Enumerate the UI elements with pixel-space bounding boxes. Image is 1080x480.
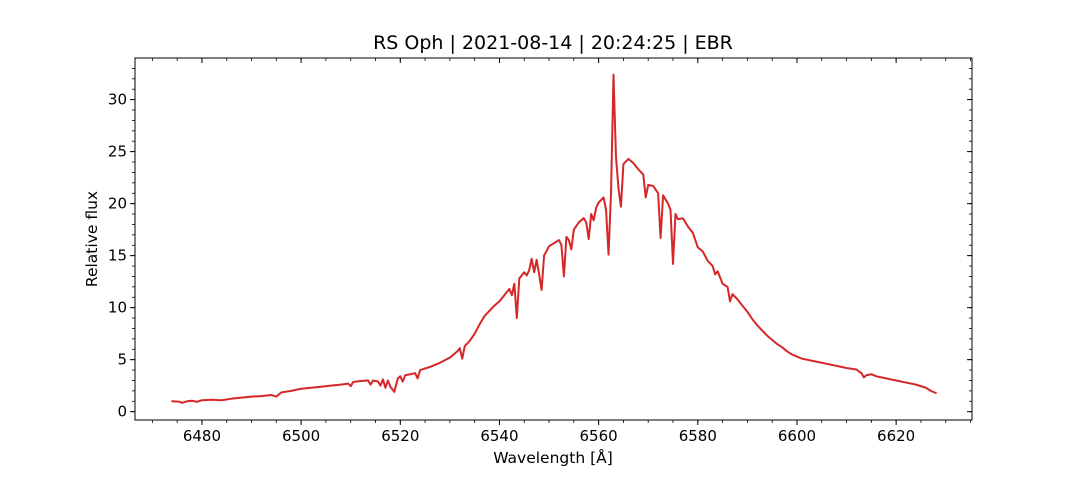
y-tick-label: 15: [108, 247, 127, 265]
x-tick-label: 6600: [778, 427, 816, 445]
x-tick-label: 6480: [183, 427, 221, 445]
x-tick-label: 6620: [877, 427, 915, 445]
x-axis-label: Wavelength [Å]: [493, 448, 613, 467]
plot-background: [135, 58, 972, 420]
y-tick-label: 20: [108, 195, 127, 213]
chart-title: RS Oph | 2021-08-14 | 20:24:25 | EBR: [373, 32, 733, 54]
plot-frame: [134, 57, 973, 421]
y-tick-label: 10: [108, 299, 127, 317]
x-tick-label: 6500: [282, 427, 320, 445]
y-axis-label: Relative flux: [83, 191, 101, 287]
y-axis: 0 5 10 15 20 25 30: [108, 68, 972, 421]
y-tick-label: 30: [108, 91, 127, 109]
x-tick-label: 6580: [679, 427, 717, 445]
spectrum-line: [171, 73, 937, 404]
x-axis: 6480 6500 6520 6540 6560 6580 6600 6620: [151, 58, 971, 445]
x-tick-label: 6560: [580, 427, 618, 445]
x-tick-label: 6520: [381, 427, 419, 445]
x-tick-label: 6540: [480, 427, 518, 445]
y-tick-label: 0: [117, 403, 127, 421]
y-tick-label: 25: [108, 143, 127, 161]
y-tick-label: 5: [117, 351, 127, 369]
